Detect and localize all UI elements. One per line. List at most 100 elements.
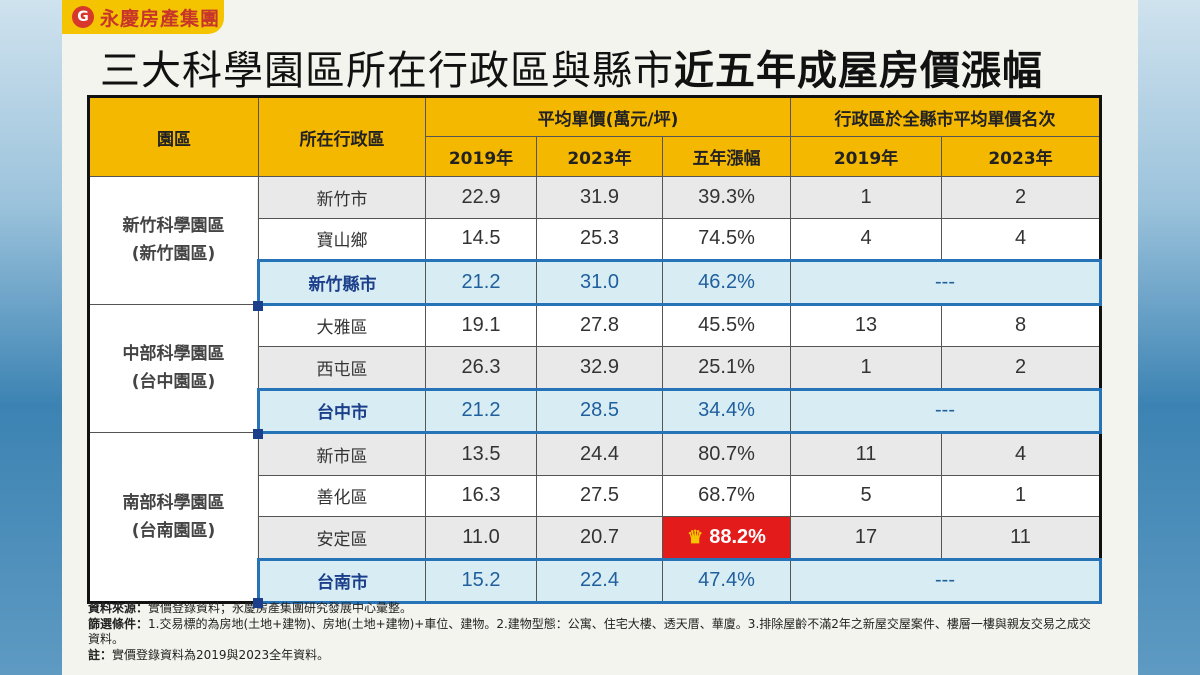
price-2023-cell: 27.5 <box>536 474 663 517</box>
row-marker <box>253 598 263 608</box>
header-price-2023: 2023年 <box>536 136 663 177</box>
brand-logo: G 永慶房產集團 <box>62 0 224 34</box>
table-row: 中部科學園區 (台中園區) 大雅區 19.1 27.8 45.5% 13 8 <box>88 303 1101 439</box>
row-marker <box>253 429 263 439</box>
table-row: 西屯區 26.3 32.9 25.1% 1 2 <box>89 346 1101 390</box>
park-subname: (台中園區) <box>131 372 216 393</box>
header-avg-price: 平均單價(萬元/坪) <box>425 96 791 137</box>
district-cell: 寶山鄉 <box>258 217 426 261</box>
growth-highlight-value: 88.2% <box>709 525 766 548</box>
growth-cell: 34.4% <box>662 387 791 434</box>
crown-icon: ♛ <box>687 526 704 547</box>
price-2023-cell: 25.3 <box>536 217 663 261</box>
price-2019-cell: 21.2 <box>425 387 537 434</box>
district-total-cell: 台中市 <box>257 387 426 434</box>
growth-cell: 46.2% <box>662 259 791 306</box>
total-row: 台中市 21.2 28.5 34.4% --- <box>89 387 1102 434</box>
title-normal: 三大科學園區所在行政區與縣市 <box>100 48 674 94</box>
rank-2023-cell: 2 <box>941 176 1101 219</box>
header-rank-2019: 2019年 <box>790 136 942 177</box>
rank-2019-cell: 1 <box>790 346 942 390</box>
price-2019-cell: 16.3 <box>425 474 537 517</box>
growth-highlight-cell: ♛ 88.2% <box>662 516 791 560</box>
rank-2019-cell: 11 <box>790 432 942 476</box>
table-row: 安定區 11.0 20.7 ♛ 88.2% 17 11 <box>89 516 1101 560</box>
total-row: 台南市 15.2 22.4 47.4% --- <box>89 557 1102 604</box>
park-cell: 新竹科學園區 (新竹園區) <box>88 176 263 311</box>
district-cell: 善化區 <box>258 474 426 517</box>
header-growth: 五年漲幅 <box>662 136 791 177</box>
growth-cell: 80.7% <box>662 432 791 476</box>
background-left <box>0 0 62 675</box>
rank-2023-cell: 8 <box>941 303 1101 347</box>
price-2019-cell: 26.3 <box>425 346 537 390</box>
price-2019-cell: 19.1 <box>425 303 537 347</box>
rank-na-cell: --- <box>790 387 1102 434</box>
rank-2023-cell: 4 <box>941 432 1101 476</box>
rank-2023-cell: 11 <box>941 516 1101 560</box>
district-total-cell: 台南市 <box>257 557 426 604</box>
rank-2019-cell: 17 <box>790 516 942 560</box>
district-cell: 新竹市 <box>258 176 426 219</box>
price-2019-cell: 14.5 <box>425 217 537 261</box>
rank-na-cell: --- <box>790 557 1102 604</box>
price-2019-cell: 13.5 <box>425 432 537 476</box>
header-price-2019: 2019年 <box>425 136 537 177</box>
header-park: 園區 <box>88 96 259 177</box>
price-table: 園區 所在行政區 平均單價(萬元/坪) 行政區於全縣市平均單價名次 2019年 … <box>87 95 1102 608</box>
district-cell: 西屯區 <box>258 346 426 390</box>
note-source: 資料來源：實價登錄資料；永慶房產集團研究發展中心彙整。 <box>88 601 413 615</box>
district-cell: 安定區 <box>258 516 426 560</box>
table-row: 寶山鄉 14.5 25.3 74.5% 4 4 <box>89 217 1101 261</box>
district-total-cell: 新竹縣市 <box>257 259 426 306</box>
price-2023-cell: 28.5 <box>536 387 663 434</box>
rank-2019-cell: 5 <box>790 474 942 517</box>
header-rank-2023: 2023年 <box>941 136 1101 177</box>
price-2023-cell: 20.7 <box>536 516 663 560</box>
rank-2023-cell: 1 <box>941 474 1101 517</box>
rank-2023-cell: 2 <box>941 346 1101 390</box>
title-bold: 近五年成屋房價漲幅 <box>674 48 1043 94</box>
district-cell: 大雅區 <box>258 303 426 347</box>
table-row: 南部科學園區 (台南園區) 新市區 13.5 24.4 80.7% 11 4 <box>88 432 1101 608</box>
rank-2019-cell: 1 <box>790 176 942 219</box>
park-name: 新竹科學園區 <box>122 216 225 237</box>
rank-2019-cell: 4 <box>790 217 942 261</box>
price-2019-cell: 15.2 <box>425 557 537 604</box>
header-district: 所在行政區 <box>258 96 426 177</box>
footnotes: 資料來源：實價登錄資料；永慶房產集團研究發展中心彙整。 篩選條件：1.交易標的為… <box>88 601 1098 663</box>
park-subname: (台南園區) <box>131 521 216 541</box>
growth-cell: 39.3% <box>662 176 791 219</box>
page-title: 三大科學園區所在行政區與縣市近五年成屋房價漲幅 <box>100 38 1043 96</box>
growth-cell: 45.5% <box>662 303 791 347</box>
park-name: 中部科學園區 <box>122 344 225 365</box>
park-name: 南部科學園區 <box>122 493 225 513</box>
table-row: 善化區 16.3 27.5 68.7% 5 1 <box>89 474 1101 517</box>
total-row: 新竹縣市 21.2 31.0 46.2% --- <box>89 259 1102 306</box>
price-2023-cell: 32.9 <box>536 346 663 390</box>
park-cell: 南部科學園區 (台南園區) <box>88 432 263 608</box>
park-subname: (新竹園區) <box>131 244 216 265</box>
growth-cell: 25.1% <box>662 346 791 390</box>
header-rank: 行政區於全縣市平均單價名次 <box>790 96 1101 137</box>
price-2023-cell: 31.0 <box>536 259 663 306</box>
rank-2023-cell: 4 <box>941 217 1101 261</box>
brand-name: 永慶房產集團 <box>100 7 221 30</box>
price-2019-cell: 21.2 <box>425 259 537 306</box>
row-marker <box>253 300 263 311</box>
note-remark: 註：實價登錄資料為2019與2023全年資料。 <box>88 647 330 662</box>
district-cell: 新市區 <box>258 432 426 476</box>
rank-2019-cell: 13 <box>790 303 942 347</box>
price-2023-cell: 31.9 <box>536 176 663 219</box>
price-2019-cell: 11.0 <box>425 516 537 560</box>
price-2019-cell: 22.9 <box>425 176 537 219</box>
park-cell: 中部科學園區 (台中園區) <box>88 303 263 439</box>
note-filter: 篩選條件：1.交易標的為房地(土地+建物)、房地(土地+建物)+車位、建物。2.… <box>88 616 1091 647</box>
price-2023-cell: 24.4 <box>536 432 663 476</box>
growth-cell: 47.4% <box>662 557 791 604</box>
price-2023-cell: 22.4 <box>536 557 663 604</box>
price-2023-cell: 27.8 <box>536 303 663 347</box>
table-row: 新竹科學園區 (新竹園區) 新竹市 22.9 31.9 39.3% 1 2 <box>88 176 1101 311</box>
growth-cell: 74.5% <box>662 217 791 261</box>
rank-na-cell: --- <box>790 259 1102 306</box>
